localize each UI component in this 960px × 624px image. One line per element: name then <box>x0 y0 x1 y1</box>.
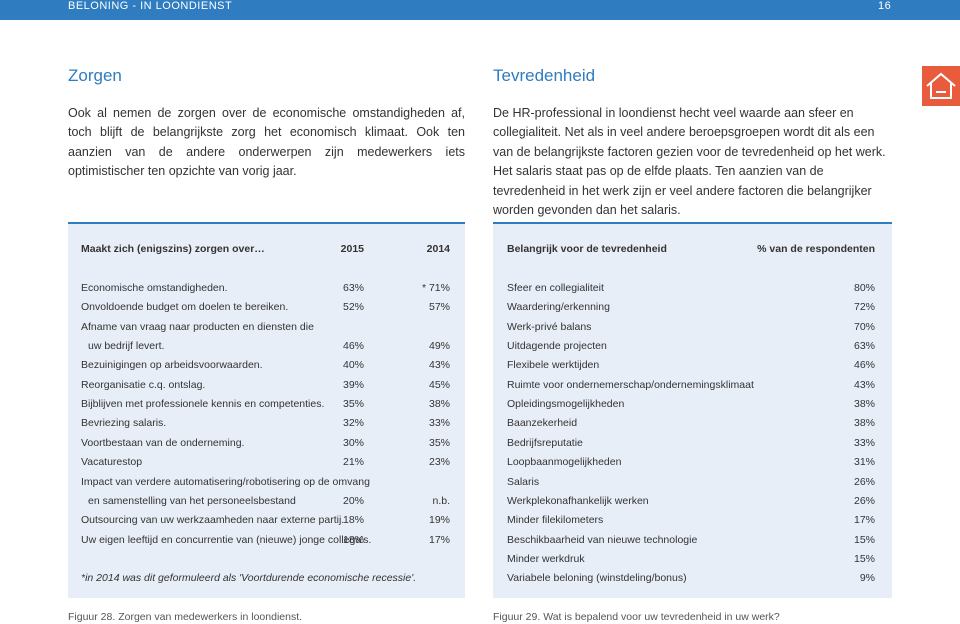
home-icon[interactable] <box>922 66 960 106</box>
cell-percent: 72% <box>853 301 875 314</box>
table-box <box>68 222 465 598</box>
cell-2014: * 71% <box>421 282 450 294</box>
cell-percent: 9% <box>859 572 875 585</box>
row-label: Bijblijven met professionele kennis en c… <box>81 398 325 411</box>
row-label: en samenstelling van het personeelsbesta… <box>88 494 296 507</box>
cell-percent: 80% <box>853 282 875 294</box>
row-label: Beschikbaarheid van nieuwe technologie <box>507 533 698 546</box>
row-label: Opleidingsmogelijkheden <box>507 398 625 411</box>
cell-2015: 32% <box>342 417 364 430</box>
cell-2014: 33% <box>428 417 450 430</box>
row-label: Outsourcing van uw werkzaamheden naar ex… <box>81 514 345 527</box>
cell-2015: 46% <box>342 340 364 353</box>
cell-2015: 39% <box>342 378 364 391</box>
table-box <box>493 222 892 598</box>
footnote: *in 2014 was dit geformuleerd als 'Voort… <box>81 572 417 584</box>
row-label: Impact van verdere automatisering/roboti… <box>81 475 370 488</box>
row-label: Sfeer en collegialiteit <box>507 282 604 294</box>
cell-2015: 40% <box>342 359 364 372</box>
row-label: uw bedrijf levert. <box>88 340 165 353</box>
heading: Zorgen <box>68 66 122 85</box>
row-label: Bezuinigingen op arbeidsvoorwaarden. <box>81 359 263 372</box>
heading: Tevredenheid <box>493 66 596 85</box>
cell-2015: 63% <box>342 282 364 294</box>
caption: Figuur 28. Zorgen van medewerkers in loo… <box>68 611 303 623</box>
row-label: Voortbestaan van de onderneming. <box>81 436 245 449</box>
row-label: Ruimte voor ondernemerschap/ondernemings… <box>507 378 754 391</box>
cell-2014: 35% <box>428 436 450 449</box>
caption: Figuur 29. Wat is bepalend voor uw tevre… <box>493 611 780 623</box>
row-label: Flexibele werktijden <box>507 359 600 372</box>
row-label: Bedrijfsreputatie <box>507 436 583 449</box>
cell-percent: 63% <box>853 340 875 353</box>
row-label: Waardering/erkenning <box>507 301 610 314</box>
row-label: Reorganisatie c.q. ontslag. <box>81 378 206 391</box>
cell-percent: 38% <box>853 398 875 411</box>
section-title: BELONING - IN LOONDIENST <box>68 0 233 12</box>
column-header: Maakt zich (enigszins) zorgen over… <box>81 243 265 255</box>
cell-2014: 38% <box>428 398 450 411</box>
cell-2015: 30% <box>342 436 364 449</box>
row-label: Uitdagende projecten <box>507 340 607 353</box>
cell-2014: 57% <box>428 301 450 314</box>
row-label: Variabele beloning (winstdeling/bonus) <box>507 572 687 585</box>
cell-2014: 23% <box>428 456 450 469</box>
cell-percent: 26% <box>853 475 875 488</box>
cell-2015: 20% <box>342 494 364 507</box>
row-label: Afname van vraag naar producten en diens… <box>81 320 314 333</box>
cell-percent: 17% <box>853 514 875 527</box>
cell-percent: 33% <box>853 436 875 449</box>
cell-2015: 18% <box>342 514 364 527</box>
cell-2014: 17% <box>428 533 450 546</box>
row-label: Economische omstandigheden. <box>81 282 228 294</box>
cell-percent: 31% <box>853 456 875 469</box>
cell-percent: 70% <box>853 320 875 333</box>
cell-2015: 21% <box>342 456 364 469</box>
cell-2015: 18% <box>342 533 364 546</box>
column-header: 2015 <box>340 243 364 255</box>
page-number: 16 <box>878 0 892 12</box>
cell-percent: 15% <box>853 552 875 565</box>
home-svg <box>926 72 956 99</box>
row-label: Salaris <box>507 475 540 488</box>
column-header: % van de respondenten <box>757 243 875 255</box>
cell-2014: 19% <box>428 514 450 527</box>
cell-percent: 43% <box>853 378 875 391</box>
row-label: Minder werkdruk <box>507 552 585 565</box>
cell-2015: 52% <box>342 301 364 314</box>
cell-2014: n.b. <box>432 494 450 507</box>
cell-percent: 26% <box>853 494 875 507</box>
paragraph: Ook al nemen de zorgen over de economisc… <box>68 106 465 179</box>
row-label: Onvoldoende budget om doelen te bereiken… <box>81 301 289 314</box>
row-label: Loopbaanmogelijkheden <box>507 456 622 469</box>
column-header: 2014 <box>426 243 450 255</box>
cell-2014: 43% <box>428 359 450 372</box>
paragraph: De HR-professional in loondienst hecht v… <box>493 106 886 218</box>
row-label: Baanzekerheid <box>507 417 578 430</box>
row-label: Minder filekilometers <box>507 514 604 527</box>
cell-percent: 38% <box>853 417 875 430</box>
cell-2014: 49% <box>428 340 450 353</box>
cell-percent: 15% <box>853 533 875 546</box>
row-label: Werk-privé balans <box>507 320 592 333</box>
cell-percent: 46% <box>853 359 875 372</box>
row-label: Uw eigen leeftijd en concurrentie van (n… <box>81 533 372 546</box>
column-header: Belangrijk voor de tevredenheid <box>507 243 667 255</box>
row-label: Werkplekonafhankelijk werken <box>507 494 649 507</box>
cell-2015: 35% <box>342 398 364 411</box>
cell-2014: 45% <box>428 378 450 391</box>
header-bar: BELONING - IN LOONDIENST 16 <box>0 0 960 20</box>
row-label: Bevriezing salaris. <box>81 417 167 430</box>
row-label: Vacaturestop <box>81 456 143 469</box>
